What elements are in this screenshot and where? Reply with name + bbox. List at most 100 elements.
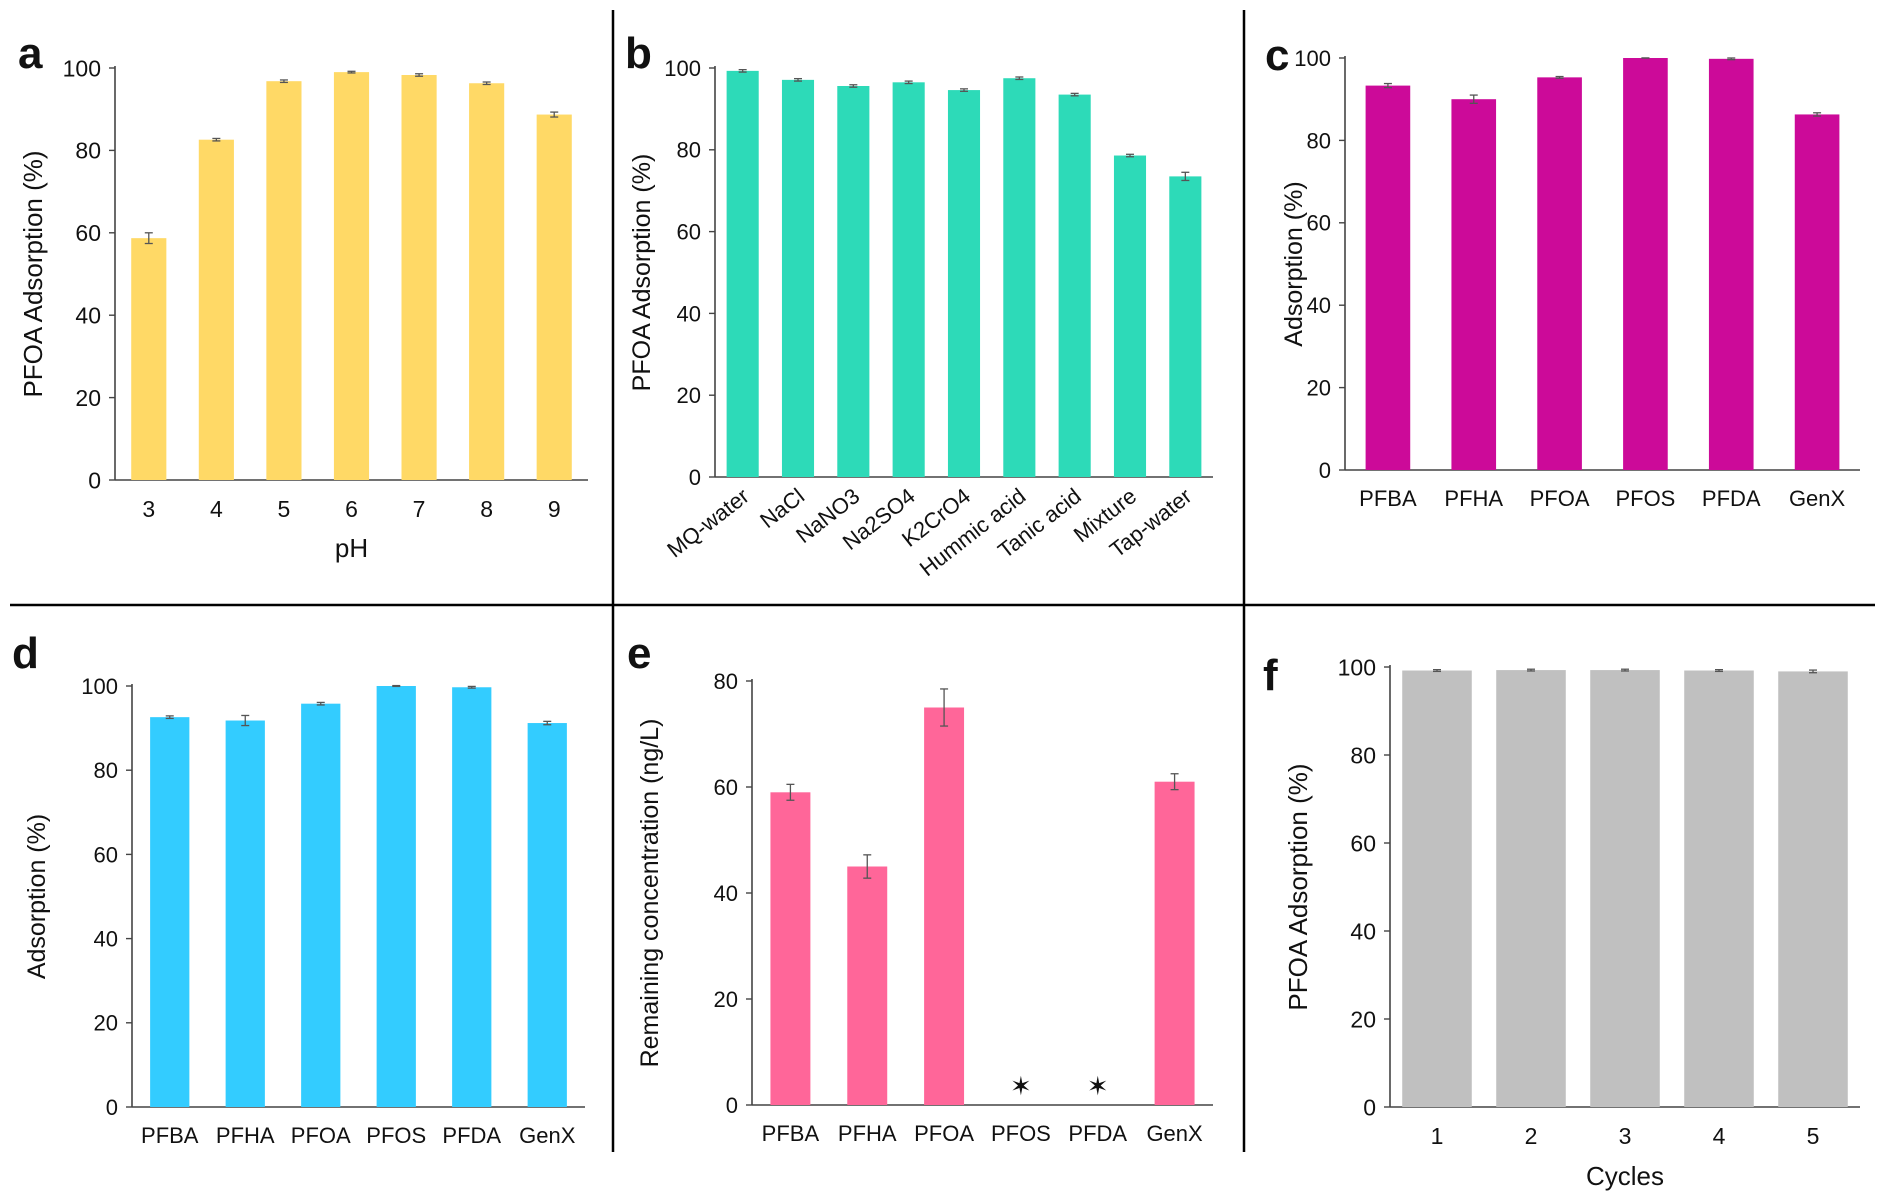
bar-GenX [527,723,567,1107]
x-tick-label: PFHA [838,1121,897,1146]
x-tick-label: PFBA [1359,486,1417,511]
x-tick-label: 5 [278,496,291,522]
bar-PFBA [150,717,190,1107]
bar-Hummic acid [1003,78,1036,477]
y-tick-label: 80 [94,758,118,783]
y-tick-label: 0 [726,1093,738,1118]
panel-d: d 0 20 40 60 80 100 PFBA PFHA PFOA PFOS PFDA GenX Ads… [12,629,585,1148]
bar-5 [266,81,302,481]
y-tick-label: 40 [714,881,738,906]
y-tick-label: 20 [714,987,738,1012]
star-marker-PFDA: ✶ [1087,1071,1109,1101]
y-tick-label: 100 [664,56,701,81]
bar-PFOA [1537,77,1582,470]
x-tick-label: PFDA [442,1123,501,1148]
y-axis-label: PFOA Adsorption (%) [628,154,656,392]
y-tick-label: 0 [1363,1094,1376,1120]
y-tick-label: 60 [94,842,118,867]
y-tick-label: 0 [1319,458,1331,483]
y-tick-label: 60 [1350,830,1376,856]
x-tick-label: PFOA [1530,486,1590,511]
bar-PFHA [225,720,265,1107]
panel-c: c 0 20 40 60 80 100 PFBA PFHA PFOA PFOS PFDA GenX Ads… [1265,31,1860,511]
bar-Mixture [1113,155,1147,477]
bar-8 [469,83,505,480]
y-tick-label: 0 [106,1095,118,1120]
bar-9 [536,114,572,480]
x-tick-label: PFBA [762,1121,820,1146]
x-tick-label: GenX [1146,1121,1203,1146]
y-tick-label: 20 [1307,376,1331,401]
bar-4 [198,139,234,481]
bar-PFHA [1451,99,1497,470]
x-axis-label: pH [335,533,368,563]
bar-PFOS [1623,58,1668,470]
x-tick-label: 3 [142,496,155,522]
y-tick-label: 40 [677,301,701,326]
y-axis-label: Remaining concentration (ng/L) [636,719,664,1068]
bar-PFBA [1365,85,1411,470]
x-tick-label: 4 [210,496,223,522]
x-tick-label: 7 [413,496,426,522]
x-tick-label: PFHA [1444,486,1503,511]
y-tick-label: 60 [75,220,101,246]
panel-letter: e [627,629,651,678]
y-tick-label: 40 [1307,293,1331,318]
x-tick-label: PFDA [1702,486,1761,511]
y-tick-label: 80 [1350,742,1376,768]
y-tick-label: 60 [677,220,701,245]
bar-6 [333,72,370,481]
x-tick-label: 1 [1431,1123,1444,1149]
bar-NaNO3 [837,85,870,477]
x-tick-label: GenX [1789,486,1846,511]
y-axis-label: Adsorption (%) [23,814,51,979]
bar-1 [1402,670,1472,1107]
y-tick-label: 40 [1350,918,1376,944]
panel-letter: c [1265,31,1289,80]
x-tick-label: PFOS [366,1123,426,1148]
x-tick-label: 6 [345,496,358,522]
bar-PFOS [376,686,416,1107]
y-tick-label: 100 [1294,46,1331,71]
y-tick-label: 40 [75,302,101,328]
bar-GenX [1154,781,1195,1105]
y-tick-label: 20 [1350,1006,1376,1032]
bar-4 [1684,670,1754,1107]
bar-MQ-water [726,70,759,477]
x-tick-label: PFHA [216,1123,275,1148]
y-tick-label: 80 [1307,128,1331,153]
y-tick-label: 100 [1338,654,1376,680]
panel-f: f 0 20 40 60 80 100 1 2 3 4 5 PFOA Adsorption (%) Cyc… [1263,651,1860,1191]
x-axis-label: Cycles [1586,1161,1664,1191]
panel-letter: b [625,29,652,78]
bar-GenX [1794,114,1840,470]
x-tick-label: PFOA [914,1121,974,1146]
bar-Tanic acid [1058,94,1091,478]
x-tick-label: 5 [1807,1123,1820,1149]
bar-PFOA [301,703,341,1107]
panel-separators [10,10,1875,1152]
x-tick-label: MQ-water [662,483,753,562]
y-tick-label: 80 [714,669,738,694]
y-axis-label: Adsorption (%) [1280,181,1308,346]
panel-e: e 0 20 40 60 80 PFBA PFHA PFOA ✶ PFOS ✶ PFDA GenX Rema… [627,629,1213,1146]
bar-PFOA [924,707,965,1105]
star-marker-PFOS: ✶ [1010,1071,1032,1101]
y-tick-label: 20 [75,385,101,411]
y-tick-label: 60 [714,775,738,800]
bar-PFDA [1708,58,1754,470]
bar-5 [1778,671,1848,1107]
bar-K2CrO4 [947,90,981,477]
bar-NaCl [781,79,815,478]
bar-7 [401,75,437,480]
x-tick-label: PFOS [1615,486,1675,511]
panel-letter: a [18,29,43,78]
bar-PFBA [770,792,811,1105]
x-tick-label: PFBA [141,1123,199,1148]
y-tick-label: 20 [94,1011,118,1036]
bar-2 [1496,670,1566,1107]
y-tick-label: 20 [677,383,701,408]
x-tick-label: 4 [1713,1123,1726,1149]
panel-a: a 0 20 40 60 80 100 3 4 5 6 7 8 9 PFOA Adsorption (%) p… [18,29,588,563]
